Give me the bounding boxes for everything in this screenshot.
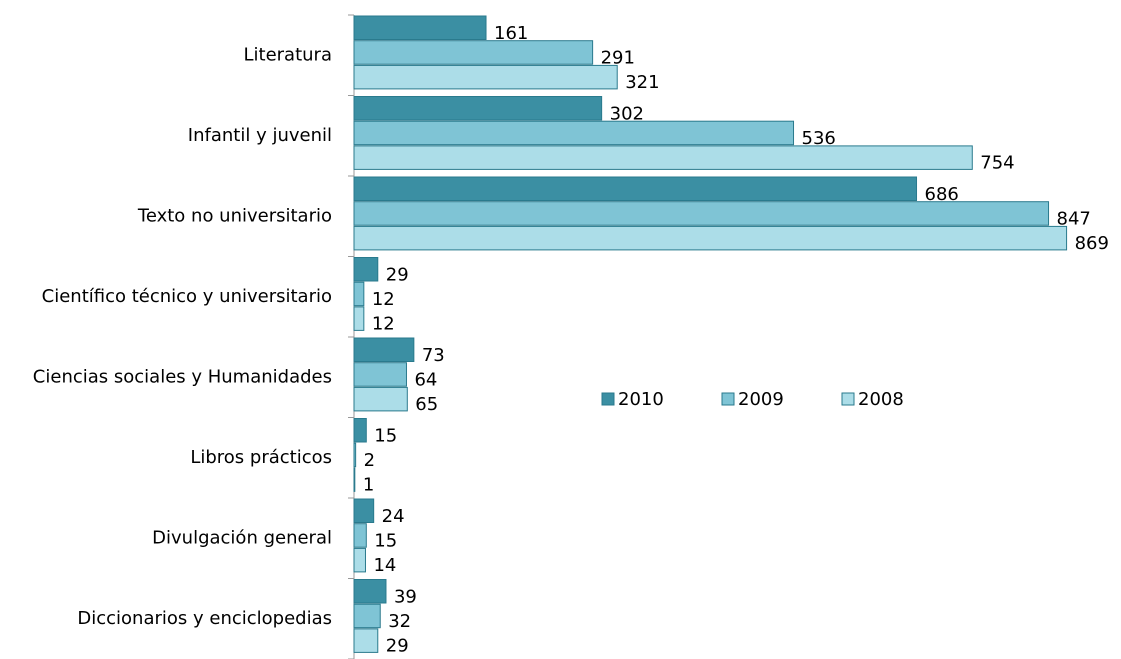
value-label: 291 bbox=[601, 47, 635, 68]
bar bbox=[353, 442, 357, 468]
value-label: 12 bbox=[372, 289, 395, 310]
legend: 2010 2009 2008 bbox=[601, 389, 904, 410]
value-label: 754 bbox=[980, 153, 1014, 174]
value-label: 39 bbox=[394, 586, 417, 607]
bar bbox=[353, 628, 379, 653]
bar bbox=[353, 120, 795, 146]
value-label: 15 bbox=[374, 530, 397, 551]
bar bbox=[353, 362, 407, 387]
legend-swatch bbox=[601, 392, 615, 406]
category-label: Científico técnico y universitario bbox=[42, 286, 332, 307]
bar bbox=[353, 257, 379, 282]
legend-label: 2008 bbox=[858, 389, 904, 410]
bar bbox=[353, 306, 365, 331]
value-label: 2 bbox=[364, 450, 375, 471]
value-label: 12 bbox=[372, 314, 395, 335]
legend-swatch bbox=[721, 392, 735, 406]
value-label: 536 bbox=[802, 128, 836, 149]
value-label: 847 bbox=[1057, 208, 1091, 229]
value-label: 302 bbox=[610, 103, 644, 124]
category-label: Diccionarios y enciclopedias bbox=[77, 608, 332, 629]
bar bbox=[353, 225, 1068, 251]
bar bbox=[353, 579, 387, 604]
bar bbox=[353, 201, 1050, 226]
legend-label: 2010 bbox=[618, 389, 664, 410]
value-label: 15 bbox=[374, 425, 397, 446]
bar bbox=[353, 498, 375, 523]
category-label: Libros prácticos bbox=[190, 447, 332, 468]
value-label: 869 bbox=[1075, 233, 1109, 254]
bar bbox=[353, 603, 381, 629]
bar bbox=[353, 523, 367, 548]
category-label: Literatura bbox=[244, 44, 333, 65]
bar bbox=[353, 467, 356, 492]
bar bbox=[353, 15, 487, 40]
value-label: 14 bbox=[373, 555, 396, 576]
value-label: 29 bbox=[386, 264, 409, 285]
bar bbox=[353, 281, 365, 307]
value-label: 24 bbox=[382, 506, 405, 527]
value-label: 1 bbox=[363, 475, 374, 496]
bar bbox=[353, 386, 408, 412]
value-label: 686 bbox=[925, 184, 959, 205]
category-label: Ciencias sociales y Humanidades bbox=[33, 366, 332, 387]
bar bbox=[353, 176, 918, 201]
value-label: 73 bbox=[422, 345, 445, 366]
value-label: 161 bbox=[494, 23, 528, 44]
value-label: 32 bbox=[388, 611, 411, 632]
value-label: 65 bbox=[415, 394, 438, 415]
legend-label: 2009 bbox=[738, 389, 784, 410]
category-label: Infantil y juvenil bbox=[188, 125, 332, 146]
bar bbox=[353, 145, 973, 170]
bar bbox=[353, 418, 367, 443]
bar bbox=[353, 337, 415, 362]
legend-swatch bbox=[841, 392, 855, 406]
category-label: Divulgación general bbox=[152, 527, 332, 548]
value-label: 29 bbox=[386, 636, 409, 657]
bar bbox=[353, 64, 618, 90]
value-label: 64 bbox=[414, 369, 437, 390]
category-label: Texto no universitario bbox=[137, 205, 332, 226]
value-label: 321 bbox=[625, 72, 659, 93]
bar bbox=[353, 96, 603, 121]
bar bbox=[353, 40, 594, 65]
bar bbox=[353, 547, 366, 573]
